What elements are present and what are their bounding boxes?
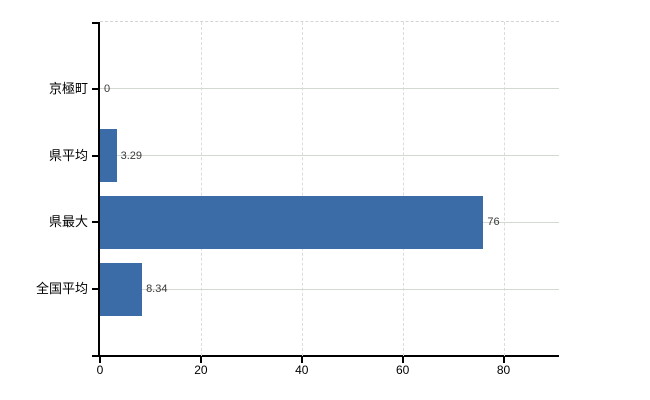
y-axis-top-tick [92, 22, 99, 24]
bar-value-label: 3.29 [120, 149, 143, 162]
vertical-gridline [301, 22, 303, 356]
category-label: 全国平均 [35, 281, 88, 297]
x-tick-label: 40 [295, 363, 309, 377]
x-axis-tick [199, 357, 202, 363]
y-axis-line [98, 22, 100, 356]
x-tick-label: 0 [96, 363, 104, 377]
bar-value-label: 8.34 [146, 283, 168, 296]
bar-value-label: 76 [487, 216, 500, 229]
bar [100, 262, 143, 316]
vertical-gridline [402, 22, 404, 356]
x-axis-tick [99, 357, 101, 363]
category-gridline [100, 288, 559, 290]
y-axis-tick [92, 221, 99, 224]
bar-value-label: 0 [104, 82, 111, 95]
x-axis-tick [502, 357, 505, 363]
bar [100, 195, 484, 249]
x-tick-label: 20 [194, 363, 208, 377]
x-tick-label: 80 [496, 363, 511, 377]
plot-area: 京極町 0 県平均 3.29 県最大 76 全国平均 8.34 0 20 40 60 80 [36, 21, 559, 377]
x-tick-label: 60 [395, 363, 410, 377]
x-axis-tick [401, 357, 404, 363]
x-axis-line [92, 355, 559, 357]
y-axis-tick [92, 154, 99, 157]
y-axis-tick [92, 87, 99, 90]
bar [100, 129, 117, 183]
category-gridline [100, 155, 559, 157]
x-axis-tick [300, 357, 303, 363]
category-gridline [100, 88, 559, 90]
category-label: 京極町 [48, 80, 88, 96]
vertical-gridline [200, 22, 202, 356]
category-label: 県平均 [48, 147, 88, 163]
y-axis-tick [92, 288, 99, 291]
category-label: 県最大 [48, 214, 88, 230]
vertical-gridline [503, 22, 505, 356]
